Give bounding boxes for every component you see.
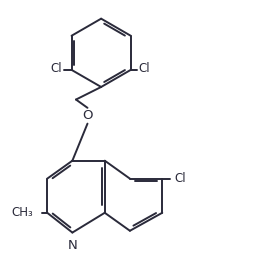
Text: CH₃: CH₃ bbox=[12, 206, 34, 219]
Text: Cl: Cl bbox=[50, 62, 62, 75]
Text: N: N bbox=[68, 239, 77, 252]
Text: O: O bbox=[82, 109, 93, 122]
Text: Cl: Cl bbox=[139, 62, 150, 75]
Text: Cl: Cl bbox=[174, 172, 186, 185]
